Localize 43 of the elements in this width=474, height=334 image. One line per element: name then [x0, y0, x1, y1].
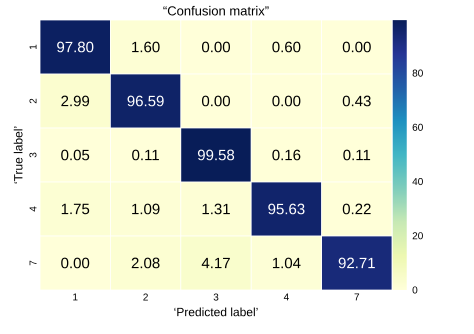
- x-tick-label: 1: [73, 294, 78, 300]
- y-tick-label: 1: [30, 44, 36, 50]
- x-tick-label: 2: [143, 294, 148, 301]
- data-label: 95.63: [268, 204, 305, 214]
- data-label: 92.71: [338, 258, 375, 268]
- data-label: 99.58: [198, 150, 234, 160]
- data-label: 1.60: [132, 42, 160, 52]
- color-bar-label: 40: [412, 178, 423, 186]
- x-tick-label: 3: [214, 294, 218, 301]
- data-label: 0.11: [132, 150, 159, 160]
- data-label: 0.00: [61, 258, 90, 268]
- data-label: 1.09: [132, 204, 160, 214]
- data-label: 0.43: [342, 96, 371, 106]
- color-bar-label: 20: [412, 232, 423, 240]
- color-bar-label: 80: [412, 70, 423, 77]
- y-tick-label: 3: [29, 152, 36, 158]
- data-label: 1.31: [202, 204, 230, 214]
- data-label: 1.04: [272, 258, 301, 268]
- data-label: 2.08: [132, 258, 160, 268]
- data-label: 1.75: [62, 204, 90, 214]
- color-bar-label: 60: [412, 124, 423, 131]
- x-axis-title: ‘Predicted label’: [174, 307, 258, 316]
- data-label: 0.11: [343, 150, 370, 160]
- data-label: 4.17: [202, 258, 230, 268]
- color-bar-label: 0: [412, 286, 418, 294]
- data-label: 96.59: [128, 96, 164, 106]
- data-label: 0.00: [272, 96, 300, 106]
- data-label: 0.00: [202, 42, 230, 52]
- y-tick-label: 7: [30, 260, 36, 266]
- data-label: 2.99: [61, 96, 90, 106]
- y-tick-label: 4: [30, 206, 36, 212]
- x-tick-label: 7: [354, 294, 360, 300]
- y-tick-label: 2: [29, 98, 36, 104]
- y-axis-title: ‘True label’: [14, 126, 23, 184]
- data-label: 0.16: [272, 150, 300, 160]
- data-label: 0.60: [272, 42, 300, 52]
- data-label: 0.00: [202, 96, 230, 106]
- data-label: 0.00: [342, 42, 371, 52]
- data-label: 0.05: [61, 150, 90, 160]
- x-tick-label: 4: [284, 294, 289, 300]
- data-label: 97.80: [57, 42, 94, 52]
- chart-title: “Confusion matrix”: [163, 6, 269, 16]
- data-label: 0.22: [342, 204, 371, 214]
